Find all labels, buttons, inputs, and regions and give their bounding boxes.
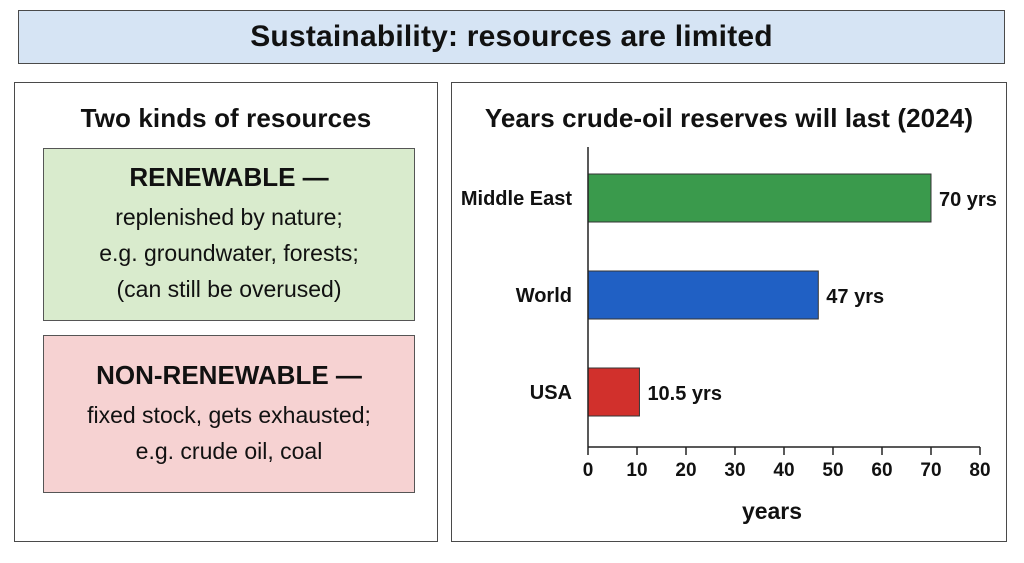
category-label: Middle East [461,188,572,210]
category-label: World [516,285,572,307]
page-title: Sustainability: resources are limited [18,10,1005,64]
bar [587,270,819,320]
renewable-line: replenished by nature; [115,204,343,230]
oil-reserves-bar-chart: Middle East 70 yrs World 47 yrs USA 10.5 yrs 0… [461,147,997,524]
data-label: 70 yrs [939,189,997,211]
data-label: 47 yrs [826,286,884,308]
data-label: 10.5 yrs [647,383,722,405]
x-axis-label: years [742,498,802,524]
renewable-line: (can still be overused) [116,276,342,302]
tick-label: 40 [773,460,794,481]
tick-label: 0 [583,460,594,481]
tick-label: 60 [871,460,892,481]
non-renewable-box: NON-RENEWABLE — fixed stock, gets exhaus… [43,335,415,493]
renewable-line: e.g. groundwater, forests; [99,240,359,266]
non-renewable-title: NON-RENEWABLE — [96,359,362,390]
tick-label: 30 [724,460,745,481]
non-renewable-line: e.g. crude oil, coal [135,437,323,464]
bar [587,173,932,223]
renewable-box: RENEWABLE — replenished by nature; e.g. … [43,148,415,321]
resource-types-heading: Two kinds of resources [80,103,372,133]
chart-title: Years crude-oil reserves will last (2024… [484,103,974,133]
tick-label: 70 [920,460,941,481]
oil-reserves-panel: Years crude-oil reserves will last (2024… [451,82,1007,542]
renewable-title: RENEWABLE — [129,162,329,192]
tick-label: 20 [675,460,696,481]
tick-label: 80 [969,460,990,481]
bar [587,367,640,417]
resource-types-panel: Two kinds of resources RENEWABLE — reple… [14,82,438,542]
tick-label: 50 [822,460,843,481]
non-renewable-line: fixed stock, gets exhausted; [87,401,371,428]
tick-label: 10 [626,460,647,481]
category-label: USA [530,382,572,404]
